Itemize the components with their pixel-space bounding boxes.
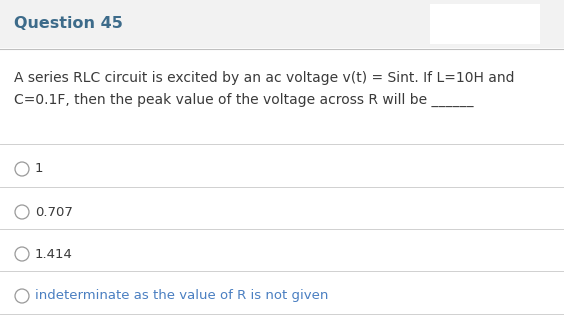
Text: Question 45: Question 45	[14, 17, 123, 31]
Text: A series RLC circuit is excited by an ac voltage v(t) = Sint. If L=10H and: A series RLC circuit is excited by an ac…	[14, 71, 514, 85]
Text: 1: 1	[35, 163, 43, 176]
FancyBboxPatch shape	[430, 4, 540, 44]
Text: indeterminate as the value of R is not given: indeterminate as the value of R is not g…	[35, 290, 328, 303]
Text: 1.414: 1.414	[35, 248, 73, 260]
FancyBboxPatch shape	[0, 0, 564, 48]
Text: C=0.1F, then the peak value of the voltage across R will be ______: C=0.1F, then the peak value of the volta…	[14, 93, 474, 107]
Text: 0.707: 0.707	[35, 205, 73, 218]
